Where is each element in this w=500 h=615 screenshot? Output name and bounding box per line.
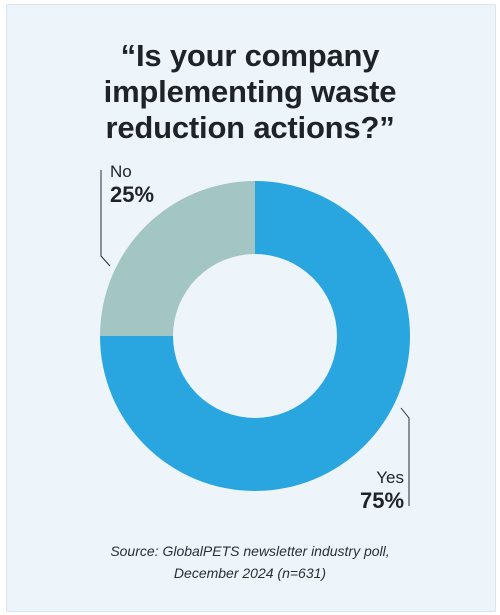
leader-line-no (100, 170, 111, 267)
leader-line-yes (400, 407, 410, 506)
label-yes-percent: 75% (360, 488, 405, 513)
title-line-3: reduction actions?” (105, 110, 395, 145)
source-note: Source: GlobalPETS newsletter industry p… (0, 540, 500, 584)
chart-title: “Is your company implementing waste redu… (0, 38, 500, 146)
slice-no (100, 181, 255, 336)
title-line-1: “Is your company (120, 38, 380, 73)
label-yes-name: Yes (376, 468, 404, 487)
title-line-2: implementing waste (103, 74, 397, 109)
label-no-percent: 25% (110, 182, 155, 207)
source-line-2: December 2024 (n=631) (173, 565, 327, 581)
source-line-1: Source: GlobalPETS newsletter industry p… (110, 543, 390, 559)
label-no-name: No (110, 162, 132, 181)
label-yes: Yes 75% (360, 468, 404, 514)
label-no: No 25% (110, 162, 154, 208)
chart-card (6, 4, 496, 612)
slice-yes (100, 181, 410, 491)
